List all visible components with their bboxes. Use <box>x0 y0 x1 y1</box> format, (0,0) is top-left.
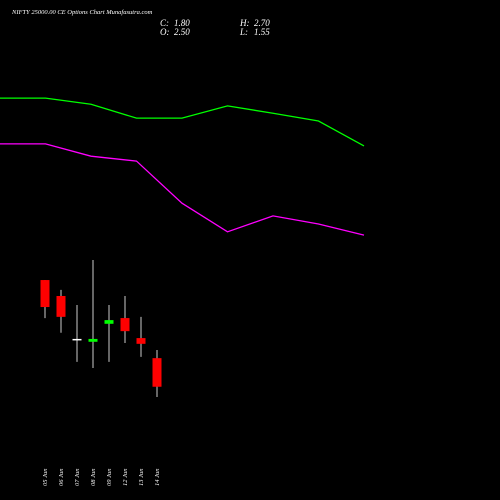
indicator-line <box>0 97 365 147</box>
candle-body <box>120 318 130 332</box>
candle-body <box>152 358 162 387</box>
candle-body <box>88 338 98 342</box>
summary-value: 1.80 <box>174 18 190 28</box>
candle-body <box>72 338 82 341</box>
summary-name: C: <box>160 18 169 28</box>
x-tick-label: 14 Jun <box>154 468 161 486</box>
x-tick-label: 05 Jun <box>42 468 49 486</box>
candle-body <box>136 338 146 344</box>
x-tick-label: 09 Jun <box>106 468 113 486</box>
x-tick-label: 13 Jun <box>138 468 145 486</box>
summary-name: H: <box>239 18 250 28</box>
summary-name: O: <box>160 27 170 37</box>
candle-body <box>40 280 50 308</box>
indicator-line <box>0 143 365 236</box>
candle-body <box>104 320 114 324</box>
summary-name: L: <box>239 27 248 37</box>
candle-body <box>56 295 66 317</box>
summary-value: 2.70 <box>254 18 270 28</box>
x-tick-label: 06 Jun <box>58 468 65 486</box>
summary-value: 1.55 <box>254 27 270 37</box>
summary-value: 2.50 <box>174 27 190 37</box>
x-tick-label: 08 Jun <box>90 468 97 486</box>
x-tick-label: 12 Jun <box>122 468 129 486</box>
x-tick-label: 07 Jun <box>74 468 81 486</box>
chart-title: NIFTY 25000.00 CE Options Chart Munafasu… <box>11 9 153 16</box>
